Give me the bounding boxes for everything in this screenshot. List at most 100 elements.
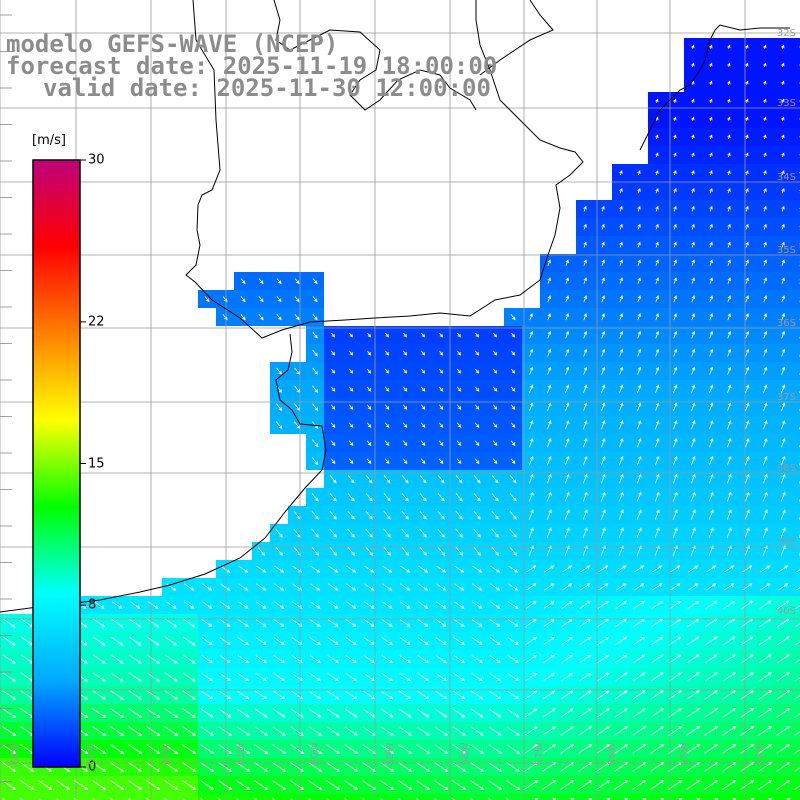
wind-arrow [794, 731, 800, 736]
wind-arrow [384, 440, 390, 446]
wind-cell [792, 380, 800, 398]
wind-arrow [454, 583, 465, 591]
wind-arrow [606, 798, 611, 800]
wind-arrow [452, 762, 467, 772]
wind-arrow [655, 188, 659, 194]
wind-arrow [403, 332, 408, 338]
wind-arrow [597, 654, 610, 664]
wind-arrow [745, 80, 749, 85]
wind-arrow [128, 690, 142, 700]
lon-label: 60W [310, 742, 321, 765]
wind-arrow [708, 509, 714, 520]
wind-arrow [147, 601, 159, 609]
wind-cell [324, 794, 342, 800]
wind-arrow [547, 313, 551, 321]
wind-arrow [200, 762, 215, 772]
wind-arrow [291, 690, 304, 700]
wind-cell [414, 794, 432, 800]
wind-arrow [218, 762, 233, 772]
lat-label: 37S [776, 392, 796, 403]
wind-arrow [416, 762, 431, 772]
wind-arrow [709, 384, 714, 393]
wind-arrow [709, 330, 714, 339]
wind-arrow [164, 636, 178, 646]
wind-arrow [276, 314, 282, 321]
wind-arrow [437, 492, 445, 502]
wind-cell [234, 794, 252, 800]
wind-arrow [744, 491, 750, 502]
wind-arrow [472, 583, 483, 591]
wind-arrow [673, 134, 677, 139]
wind-cell [792, 650, 800, 668]
wind-arrow [525, 619, 537, 627]
wind-cell [792, 38, 800, 56]
wind-arrow [165, 618, 178, 628]
wind-arrow [673, 205, 677, 212]
wind-arrow [727, 62, 731, 67]
wind-arrow [655, 223, 659, 230]
wind-arrow [546, 527, 552, 539]
wind-cell [792, 362, 800, 380]
wind-arrow [110, 744, 125, 754]
wind-arrow [345, 690, 358, 700]
wind-arrow [759, 600, 772, 610]
wind-arrow [601, 348, 606, 357]
wind-arrow [218, 708, 232, 718]
wind-arrow [732, 798, 737, 800]
wind-arrow [164, 726, 179, 736]
wind-arrow [619, 330, 624, 339]
wind-cell [792, 146, 800, 164]
wind-arrow [327, 601, 339, 609]
wind-arrow [578, 726, 592, 736]
wind-arrow [706, 583, 717, 591]
wind-arrow [776, 744, 791, 754]
wind-arrow [489, 637, 501, 645]
wind-arrow [745, 205, 749, 212]
wind-arrow [601, 241, 605, 248]
wind-arrow [709, 295, 713, 303]
wind-arrow [92, 708, 107, 718]
wind-arrow [744, 473, 750, 484]
wind-arrow [673, 116, 677, 121]
wind-arrow [110, 636, 124, 646]
wind-arrow [438, 386, 444, 392]
wind-arrow [562, 583, 573, 591]
wind-arrow [272, 780, 287, 790]
wind-arrow [758, 654, 772, 664]
wind-arrow [637, 313, 641, 321]
wind-arrow [561, 690, 574, 700]
wind-arrow [309, 601, 321, 609]
wind-arrow [474, 440, 480, 446]
wind-arrow [583, 313, 587, 321]
wind-arrow [182, 762, 197, 772]
wind-arrow [758, 708, 773, 718]
wind-arrow [686, 708, 701, 718]
wind-arrow [744, 509, 750, 520]
wind-arrow [416, 708, 430, 718]
wind-cell [792, 56, 800, 74]
wind-arrow [128, 762, 143, 772]
wind-arrow [726, 527, 732, 539]
wind-arrow [543, 654, 556, 664]
wind-arrow [565, 295, 569, 303]
wind-arrow [637, 420, 642, 430]
wind-arrow [601, 330, 606, 339]
wind-arrow [272, 744, 287, 754]
wind-arrow [362, 744, 377, 754]
wind-arrow [796, 587, 800, 591]
wind-arrow [255, 655, 267, 664]
wind-arrow [745, 295, 749, 303]
wind-arrow [688, 565, 699, 573]
wind-arrow [601, 366, 606, 375]
wind-arrow [473, 546, 481, 556]
wind-arrow [691, 223, 695, 230]
wind-arrow [565, 402, 570, 412]
wind-cell [792, 110, 800, 128]
wind-arrow [781, 295, 785, 303]
wind-arrow [691, 384, 696, 393]
wind-arrow [727, 384, 732, 393]
wind-arrow [546, 509, 552, 520]
wind-cell [540, 794, 558, 800]
wind-arrow [727, 116, 731, 121]
